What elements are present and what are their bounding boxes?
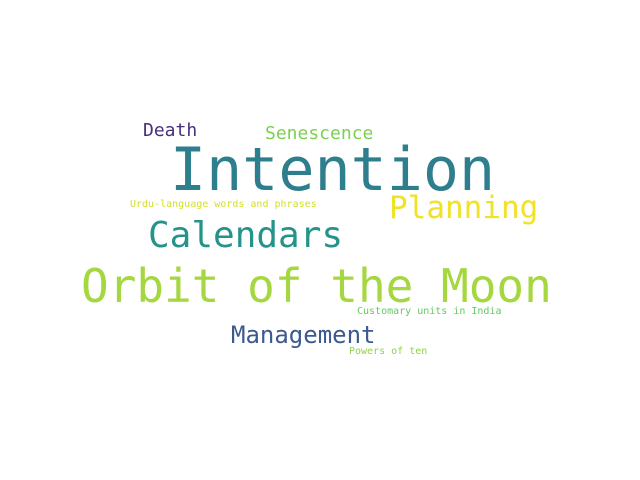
word-urdu-language-words-and-phrases: Urdu-language words and phrases bbox=[130, 199, 317, 210]
word-senescence: Senescence bbox=[265, 123, 374, 144]
word-management: Management bbox=[231, 321, 376, 349]
word-customary-units-in-india: Customary units in India bbox=[357, 306, 502, 317]
word-intention: Intention bbox=[170, 135, 496, 205]
word-calendars: Calendars bbox=[148, 215, 344, 256]
word-death: Death bbox=[143, 120, 198, 141]
word-orbit-of-the-moon: Orbit of the Moon bbox=[81, 259, 552, 313]
word-planning: Planning bbox=[389, 190, 539, 226]
word-powers-of-ten: Powers of ten bbox=[349, 346, 428, 357]
